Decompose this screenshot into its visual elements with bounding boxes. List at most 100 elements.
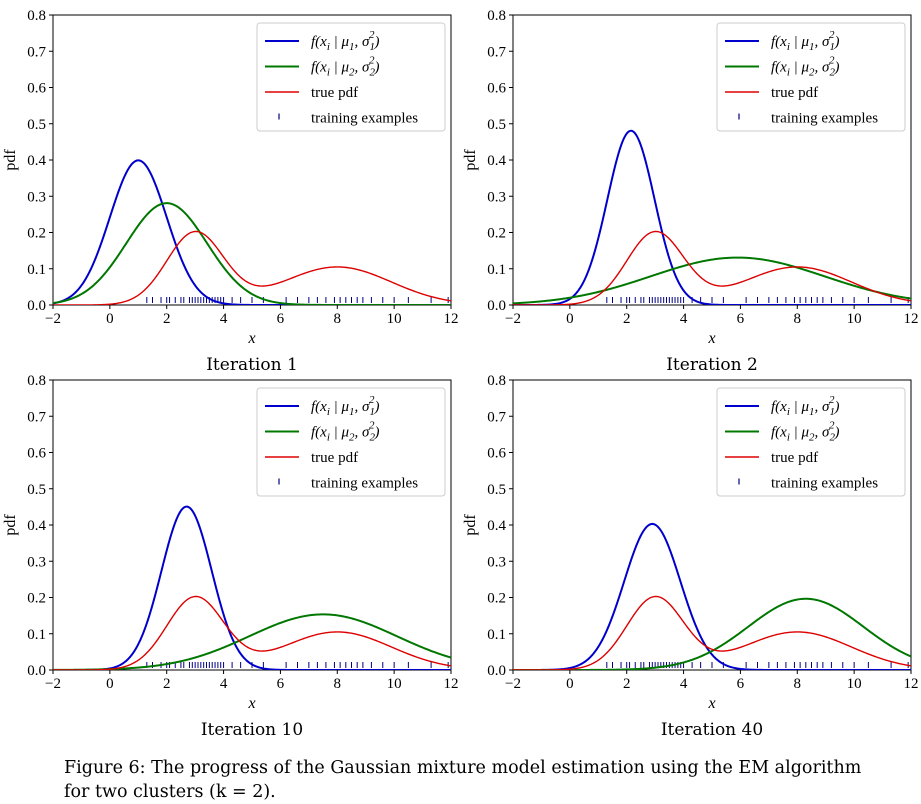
training-examples: [146, 662, 449, 668]
x-tick-label: 4: [220, 311, 228, 327]
x-tick-label: 12: [444, 676, 459, 692]
x-tick-label: 0: [106, 676, 114, 692]
x-axis-label: x: [707, 695, 715, 712]
y-tick-label: 0.5: [487, 117, 506, 133]
y-tick-label: 0.5: [487, 482, 506, 498]
component2-curve: [53, 613, 451, 670]
y-tick-label: 0.0: [27, 663, 46, 679]
x-tick-label: 12: [904, 676, 919, 692]
x-tick-label: 0: [106, 311, 114, 327]
component2-curve: [53, 202, 451, 305]
component1-curve: [53, 159, 451, 305]
legend-component2-label: f(xi | μ2, σ22): [771, 420, 839, 444]
x-tick-label: 4: [680, 311, 688, 327]
y-tick-label: 0.2: [487, 591, 506, 607]
panel-title: Iteration 10: [201, 720, 303, 740]
legend-true_pdf-label: true pdf: [311, 450, 358, 466]
x-tick-label: 10: [847, 311, 862, 327]
legend-component1-label: f(xi | μ1, σ12): [311, 29, 379, 53]
y-tick-label: 0.4: [27, 518, 46, 534]
component1-curve: [513, 129, 911, 305]
true_pdf-curve: [53, 230, 451, 305]
x-tick-label: 2: [163, 311, 171, 327]
legend-box: [256, 387, 446, 497]
x-tick-label: 8: [334, 311, 342, 327]
legend: f(xi | μ1, σ12)f(xi | μ2, σ22) true pdf tr…: [256, 387, 446, 497]
legend-component2-label: f(xi | μ2, σ22): [311, 55, 379, 79]
y-axis-label: pdf: [462, 149, 479, 171]
component1-curve: [513, 522, 911, 670]
component1-curve: [53, 505, 451, 670]
chart-panel-1: −2 0 2 4 6 8 10 12 0.0 0.1 0.2 0.3 0.4 0.5 0.6 0.7 0.8 x p…: [2, 8, 459, 375]
x-tick-label: 8: [794, 311, 802, 327]
panel-title: Iteration 40: [661, 720, 763, 740]
y-tick-label: 0.6: [27, 446, 46, 462]
x-tick-label: 8: [794, 676, 802, 692]
x-tick-label: 2: [623, 311, 631, 327]
chart-panel-4: −2 0 2 4 6 8 10 12 0.0 0.1 0.2 0.3 0.4 0.5 0.6 0.7 0.8 x p…: [462, 373, 919, 740]
chart-panel-3: −2 0 2 4 6 8 10 12 0.0 0.1 0.2 0.3 0.4 0.5 0.6 0.7 0.8 x p…: [2, 373, 459, 740]
x-tick-label: 2: [163, 676, 171, 692]
y-tick-label: 0.5: [27, 482, 46, 498]
y-tick-label: 0.6: [487, 81, 506, 97]
chart-panel-2: −2 0 2 4 6 8 10 12 0.0 0.1 0.2 0.3 0.4 0.5 0.6 0.7 0.8 x p…: [462, 8, 919, 375]
y-tick-label: 0.3: [27, 554, 46, 570]
legend-box: [716, 22, 906, 132]
x-tick-label: −2: [505, 676, 521, 692]
x-tick-label: 10: [387, 676, 402, 692]
y-axis-label: pdf: [2, 149, 19, 171]
legend-component1-label: f(xi | μ1, σ12): [771, 29, 839, 53]
legend-box: [256, 22, 446, 132]
component2-curve: [513, 597, 911, 670]
x-tick-label: 10: [847, 676, 862, 692]
legend-true_pdf-label: true pdf: [771, 450, 818, 466]
x-tick-label: 6: [737, 311, 745, 327]
true_pdf-curve: [513, 595, 911, 670]
legend-box: [716, 387, 906, 497]
curves: [513, 522, 911, 670]
caption-label: Figure 6:: [64, 758, 146, 778]
panel-title: Iteration 1: [206, 355, 298, 375]
legend-true_pdf-label: true pdf: [771, 85, 818, 101]
x-tick-label: 10: [387, 311, 402, 327]
x-tick-label: 6: [277, 311, 285, 327]
y-tick-label: 0.7: [27, 44, 46, 60]
y-tick-label: 0.0: [487, 663, 506, 679]
y-tick-label: 0.5: [27, 117, 46, 133]
legend-component1-label: f(xi | μ1, σ12): [311, 394, 379, 418]
y-tick-label: 0.4: [487, 518, 506, 534]
y-axis-label: pdf: [462, 514, 479, 536]
curves: [53, 505, 451, 670]
x-tick-label: −2: [505, 311, 521, 327]
x-tick-label: 0: [566, 311, 574, 327]
x-tick-label: −2: [45, 311, 61, 327]
legend: f(xi | μ1, σ12)f(xi | μ2, σ22) true pdf tr…: [716, 387, 906, 497]
y-tick-label: 0.3: [487, 554, 506, 570]
x-tick-label: 6: [737, 676, 745, 692]
y-tick-label: 0.8: [487, 373, 506, 389]
legend-component1-label: f(xi | μ1, σ12): [771, 394, 839, 418]
legend-component2-label: f(xi | μ2, σ22): [771, 55, 839, 79]
legend-component2-label: f(xi | μ2, σ22): [311, 420, 379, 444]
x-tick-label: 6: [277, 676, 285, 692]
x-axis-label: x: [247, 695, 255, 712]
y-tick-label: 0.7: [487, 409, 506, 425]
x-tick-label: 4: [680, 676, 688, 692]
x-axis-label: x: [707, 330, 715, 347]
y-tick-label: 0.7: [487, 44, 506, 60]
y-tick-label: 0.2: [487, 226, 506, 242]
figure-caption: Figure 6: The progress of the Gaussian m…: [64, 756, 884, 804]
legend-training-label: training examples: [311, 476, 418, 492]
y-tick-label: 0.1: [487, 262, 506, 278]
x-tick-label: 12: [444, 311, 459, 327]
legend: f(xi | μ1, σ12)f(xi | μ2, σ22) true pdf tr…: [256, 22, 446, 132]
y-tick-label: 0.1: [487, 627, 506, 643]
y-tick-label: 0.8: [27, 373, 46, 389]
legend: f(xi | μ1, σ12)f(xi | μ2, σ22) true pdf tr…: [716, 22, 906, 132]
x-tick-label: 2: [623, 676, 631, 692]
y-tick-label: 0.8: [27, 8, 46, 24]
caption-text: The progress of the Gaussian mixture mod…: [64, 758, 862, 802]
legend-training-label: training examples: [771, 476, 878, 492]
legend-training-label: training examples: [771, 111, 878, 127]
